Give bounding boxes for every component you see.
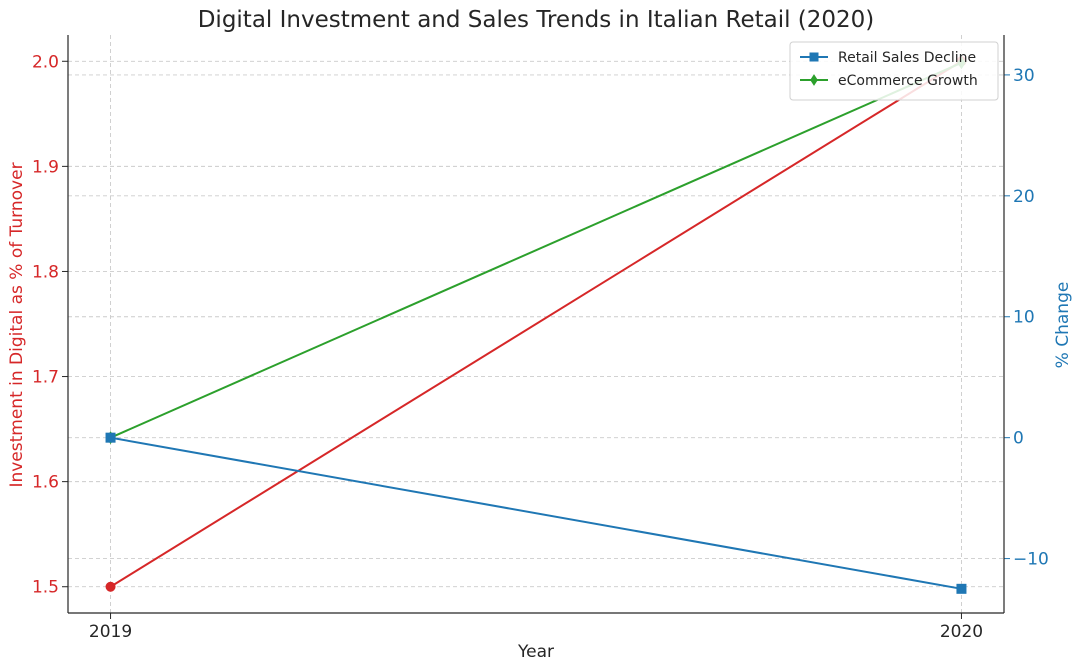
data-point-investment — [105, 581, 116, 592]
y-left-tick-label: 1.8 — [32, 262, 59, 282]
chart-title: Digital Investment and Sales Trends in I… — [198, 7, 875, 33]
axes: 2019 2020 1.5 1.6 1.7 1.8 1.9 2.0 −10 0 10 20 30 — [32, 35, 1049, 642]
y-left-tick-label: 1.7 — [32, 368, 59, 388]
y-left-tick-label: 1.5 — [32, 578, 59, 598]
y-right-tick-label: 10 — [1013, 308, 1035, 328]
x-tick-label: 2020 — [940, 622, 983, 642]
legend-box — [789, 41, 999, 101]
y-right-tick-label: 20 — [1013, 187, 1035, 207]
y-axis-left-label: Investment in Digital as % of Turnover — [7, 162, 27, 487]
y-right-tick-label: −10 — [1013, 550, 1049, 570]
y-right-tick-label: 0 — [1013, 429, 1024, 449]
legend-swatch-marker — [809, 52, 819, 62]
series-line-investment — [110, 60, 962, 588]
series-line-retail — [110, 436, 962, 590]
y-left-tick-label: 1.6 — [32, 473, 59, 493]
legend-swatch-marker — [810, 74, 818, 86]
x-axis-label: Year — [517, 642, 554, 662]
legend-label: eCommerce Growth — [838, 73, 978, 89]
legend-item-retail: Retail Sales Decline — [800, 50, 976, 66]
series-layer — [105, 56, 967, 594]
y-axis-right-label: % Change — [1053, 282, 1073, 369]
series-ecommerce — [106, 56, 966, 445]
y-left-tick-label: 2.0 — [32, 52, 59, 72]
series-line-ecommerce — [110, 61, 962, 439]
y-right-tick-label: 30 — [1013, 66, 1035, 86]
legend-item-ecommerce: eCommerce Growth — [800, 73, 978, 89]
series-investment — [105, 56, 967, 592]
legend-label: Retail Sales Decline — [838, 50, 976, 66]
data-point-retail — [956, 583, 967, 594]
x-tick-label: 2019 — [89, 622, 132, 642]
y-left-tick-label: 1.9 — [32, 157, 59, 177]
data-point-retail — [105, 432, 116, 443]
series-retail — [105, 432, 967, 594]
legend: Retail Sales Decline eCommerce Growth — [789, 41, 999, 101]
